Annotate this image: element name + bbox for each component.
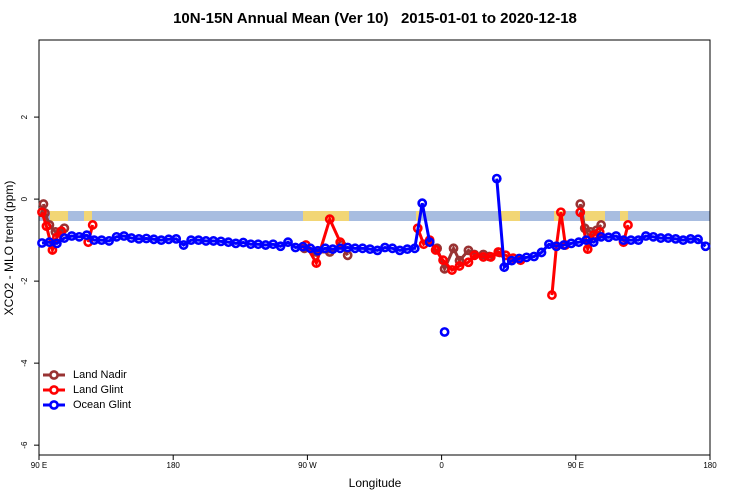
data-point bbox=[700, 241, 711, 252]
data-point bbox=[485, 252, 496, 262]
data-point bbox=[178, 240, 189, 250]
data-point bbox=[499, 262, 510, 273]
data-point bbox=[311, 258, 322, 268]
y-tick-label: -6 bbox=[20, 441, 29, 449]
data-point bbox=[439, 327, 450, 337]
y-axis-label: XCO2 - MLO trend (ppm) bbox=[2, 181, 16, 316]
data-point bbox=[491, 173, 502, 184]
data-point bbox=[611, 231, 621, 241]
data-point bbox=[448, 243, 459, 254]
x-tick-label: 90 E bbox=[31, 461, 47, 470]
legend-swatch-marker bbox=[49, 400, 59, 410]
legend-swatch-marker bbox=[49, 370, 59, 380]
data-point bbox=[424, 237, 435, 248]
data-point bbox=[693, 234, 703, 245]
data-point bbox=[324, 214, 335, 225]
data-point bbox=[454, 261, 465, 271]
data-point bbox=[47, 245, 58, 255]
series-line bbox=[550, 212, 567, 296]
legend-label: Land Glint bbox=[73, 384, 123, 396]
data-point bbox=[104, 236, 114, 246]
data-point bbox=[536, 247, 547, 258]
data-point bbox=[547, 290, 557, 300]
data-point bbox=[51, 238, 62, 249]
data-point bbox=[588, 237, 599, 248]
x-tick-label: 90 W bbox=[298, 461, 317, 470]
data-point bbox=[430, 245, 441, 255]
data-point bbox=[529, 251, 539, 262]
x-tick-label: 180 bbox=[703, 461, 717, 470]
data-point bbox=[41, 221, 52, 232]
data-point bbox=[417, 198, 428, 209]
data-point bbox=[582, 244, 593, 255]
data-point bbox=[447, 265, 457, 275]
data-point bbox=[438, 255, 448, 266]
legend-label: Land Nadir bbox=[73, 369, 127, 381]
data-point bbox=[633, 235, 644, 246]
data-point bbox=[171, 233, 182, 244]
data-point bbox=[575, 207, 586, 218]
data-point bbox=[81, 230, 92, 241]
data-point bbox=[37, 207, 47, 218]
legend-label: Ocean Glint bbox=[73, 399, 131, 411]
y-tick-label: 2 bbox=[20, 114, 29, 119]
y-tick-label: 0 bbox=[20, 196, 29, 201]
data-point bbox=[594, 227, 605, 237]
land-mask-band bbox=[39, 211, 710, 221]
data-point bbox=[463, 257, 474, 268]
data-point bbox=[409, 243, 420, 254]
data-point bbox=[87, 220, 98, 230]
chart-title: 10N-15N Annual Mean (Ver 10) 2015-01-01 … bbox=[173, 10, 577, 27]
data-point bbox=[454, 255, 465, 266]
x-tick-label: 90 E bbox=[568, 461, 584, 470]
x-tick-label: 0 bbox=[439, 461, 444, 470]
data-point bbox=[275, 241, 286, 252]
y-tick-label: -4 bbox=[20, 359, 29, 367]
legend-swatch-marker bbox=[49, 385, 59, 395]
data-point bbox=[469, 250, 480, 261]
x-axis-label: Longitude bbox=[349, 476, 402, 490]
x-tick-label: 180 bbox=[167, 461, 181, 470]
data-point bbox=[623, 220, 633, 230]
y-tick-label: -2 bbox=[20, 277, 29, 285]
data-point bbox=[283, 237, 293, 248]
data-point bbox=[555, 207, 566, 218]
series-line bbox=[304, 214, 342, 267]
